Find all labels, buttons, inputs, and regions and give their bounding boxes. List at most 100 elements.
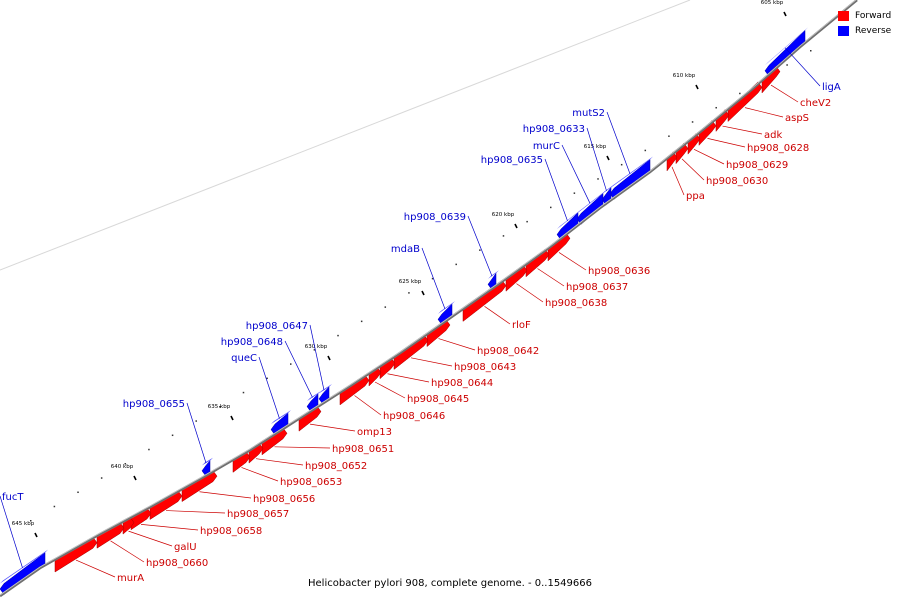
tick-label: 605 kbp <box>761 0 784 6</box>
gene-glyph[interactable] <box>270 412 289 436</box>
scale-dot <box>290 363 292 365</box>
gene-label[interactable]: hp908_0636 <box>588 266 650 277</box>
gene-glyph-top <box>577 190 606 214</box>
tick-label: 645 kbp <box>12 521 35 527</box>
legend: Forward Reverse <box>838 8 891 38</box>
gene-label[interactable]: hp908_0643 <box>454 362 516 373</box>
gene-label[interactable]: hp908_0639 <box>404 212 466 223</box>
gene-label[interactable]: fucT <box>2 492 24 503</box>
scale-dot <box>53 505 56 508</box>
gene-label[interactable]: hp908_0645 <box>407 394 469 405</box>
tick-label: 635 kbp <box>208 404 231 410</box>
outer-circle <box>0 0 691 271</box>
gene-glyph-top <box>602 184 614 195</box>
gene-label[interactable]: hp908_0657 <box>227 509 289 520</box>
gene-label[interactable]: murC <box>533 141 560 152</box>
gene-label[interactable]: hp908_0648 <box>221 337 283 348</box>
scale-dot <box>313 349 316 351</box>
gene-glyph[interactable] <box>609 158 651 200</box>
gene-glyph[interactable] <box>556 212 579 241</box>
gene-label[interactable]: galU <box>174 542 197 553</box>
gene-label[interactable]: hp908_0652 <box>305 461 367 472</box>
gene-leader <box>561 144 591 204</box>
gene-label[interactable]: hp908_0646 <box>383 411 445 422</box>
gene-label[interactable]: hp908_0660 <box>146 558 208 569</box>
gene-leader <box>707 138 746 148</box>
gene-glyph-top <box>438 301 455 314</box>
gene-label[interactable]: aspS <box>785 113 809 124</box>
gene-label[interactable]: mdaB <box>391 244 420 255</box>
gene-label[interactable]: hp908_0655 <box>123 399 185 410</box>
gene-glyph-top <box>557 209 581 230</box>
gene-label[interactable]: cheV2 <box>800 98 831 109</box>
gene-leader <box>387 373 430 383</box>
gene-glyph[interactable] <box>96 522 125 549</box>
gene-leader <box>199 491 252 499</box>
gene-glyph[interactable] <box>727 81 763 123</box>
gene-label[interactable]: hp908_0647 <box>246 321 308 332</box>
scale-dot <box>431 277 434 280</box>
legend-forward-label: Forward <box>855 10 892 21</box>
gene-label[interactable]: hp908_0651 <box>332 444 394 455</box>
gene-glyph[interactable] <box>0 552 46 595</box>
gene-label[interactable]: hp908_0635 <box>481 155 543 166</box>
gene-glyph-top <box>271 410 291 425</box>
scale-dot <box>171 434 174 437</box>
gene-label[interactable]: ppa <box>686 191 705 202</box>
gene-glyph[interactable] <box>462 279 507 322</box>
scale-dot <box>620 163 623 166</box>
scale-dot <box>455 263 457 266</box>
gene-leader <box>484 306 511 325</box>
gene-label[interactable]: hp908_0630 <box>706 176 768 187</box>
gene-label[interactable]: hp908_0633 <box>523 124 585 135</box>
gene-label[interactable]: adk <box>764 130 782 141</box>
gene-label[interactable]: hp908_0653 <box>280 477 342 488</box>
gene-label[interactable]: murA <box>117 573 144 584</box>
scale-dot <box>573 192 576 194</box>
tick-label: 610 kbp <box>673 73 696 79</box>
legend-reverse-label: Reverse <box>855 25 892 36</box>
tick-mark <box>421 290 425 296</box>
gene-leader <box>537 268 565 287</box>
gene-glyph[interactable] <box>764 29 806 77</box>
gene-label[interactable]: hp908_0629 <box>726 160 788 171</box>
gene-label[interactable]: ligA <box>822 82 841 93</box>
gene-leader <box>258 356 280 419</box>
scale-dot <box>242 391 245 394</box>
gene-label[interactable]: rloF <box>512 320 531 331</box>
gene-label[interactable]: hp908_0658 <box>200 526 262 537</box>
gene-glyph[interactable] <box>505 264 528 292</box>
reverse-swatch <box>838 25 849 36</box>
gene-leader <box>671 166 685 196</box>
gene-leader <box>255 458 304 466</box>
gene-label[interactable]: queC <box>231 353 257 364</box>
scale-dot <box>30 520 32 522</box>
gene-leader <box>309 324 325 391</box>
gene-leader <box>606 111 631 175</box>
scale-dot <box>550 206 552 209</box>
genome-caption: Helicobacter pylori 908, complete genome… <box>308 578 592 589</box>
gene-glyph[interactable] <box>698 119 717 146</box>
gene-label[interactable]: hp908_0638 <box>545 298 607 309</box>
scale-dot <box>360 320 363 323</box>
gene-label[interactable]: hp908_0642 <box>477 346 539 357</box>
gene-glyph[interactable] <box>201 460 211 477</box>
legend-reverse: Reverse <box>838 23 891 38</box>
scale-dot <box>195 420 197 422</box>
gene-glyph[interactable] <box>576 192 604 225</box>
gene-label[interactable]: hp908_0637 <box>566 282 628 293</box>
gene-label[interactable]: mutS2 <box>572 108 605 119</box>
gene-label[interactable]: hp908_0656 <box>253 494 315 505</box>
gene-leader <box>586 127 607 191</box>
scale-dot <box>668 135 670 137</box>
gene-label[interactable]: hp908_0644 <box>431 378 493 389</box>
gene-glyph[interactable] <box>437 303 453 326</box>
gene-leader <box>467 215 493 277</box>
scale-dot <box>502 235 505 237</box>
gene-label[interactable]: hp908_0628 <box>747 143 809 154</box>
forward-swatch <box>838 10 849 21</box>
gene-label[interactable]: omp13 <box>357 427 392 438</box>
scale-dot <box>479 249 481 251</box>
gene-leader <box>693 148 725 165</box>
gene-glyph-top <box>319 383 332 394</box>
